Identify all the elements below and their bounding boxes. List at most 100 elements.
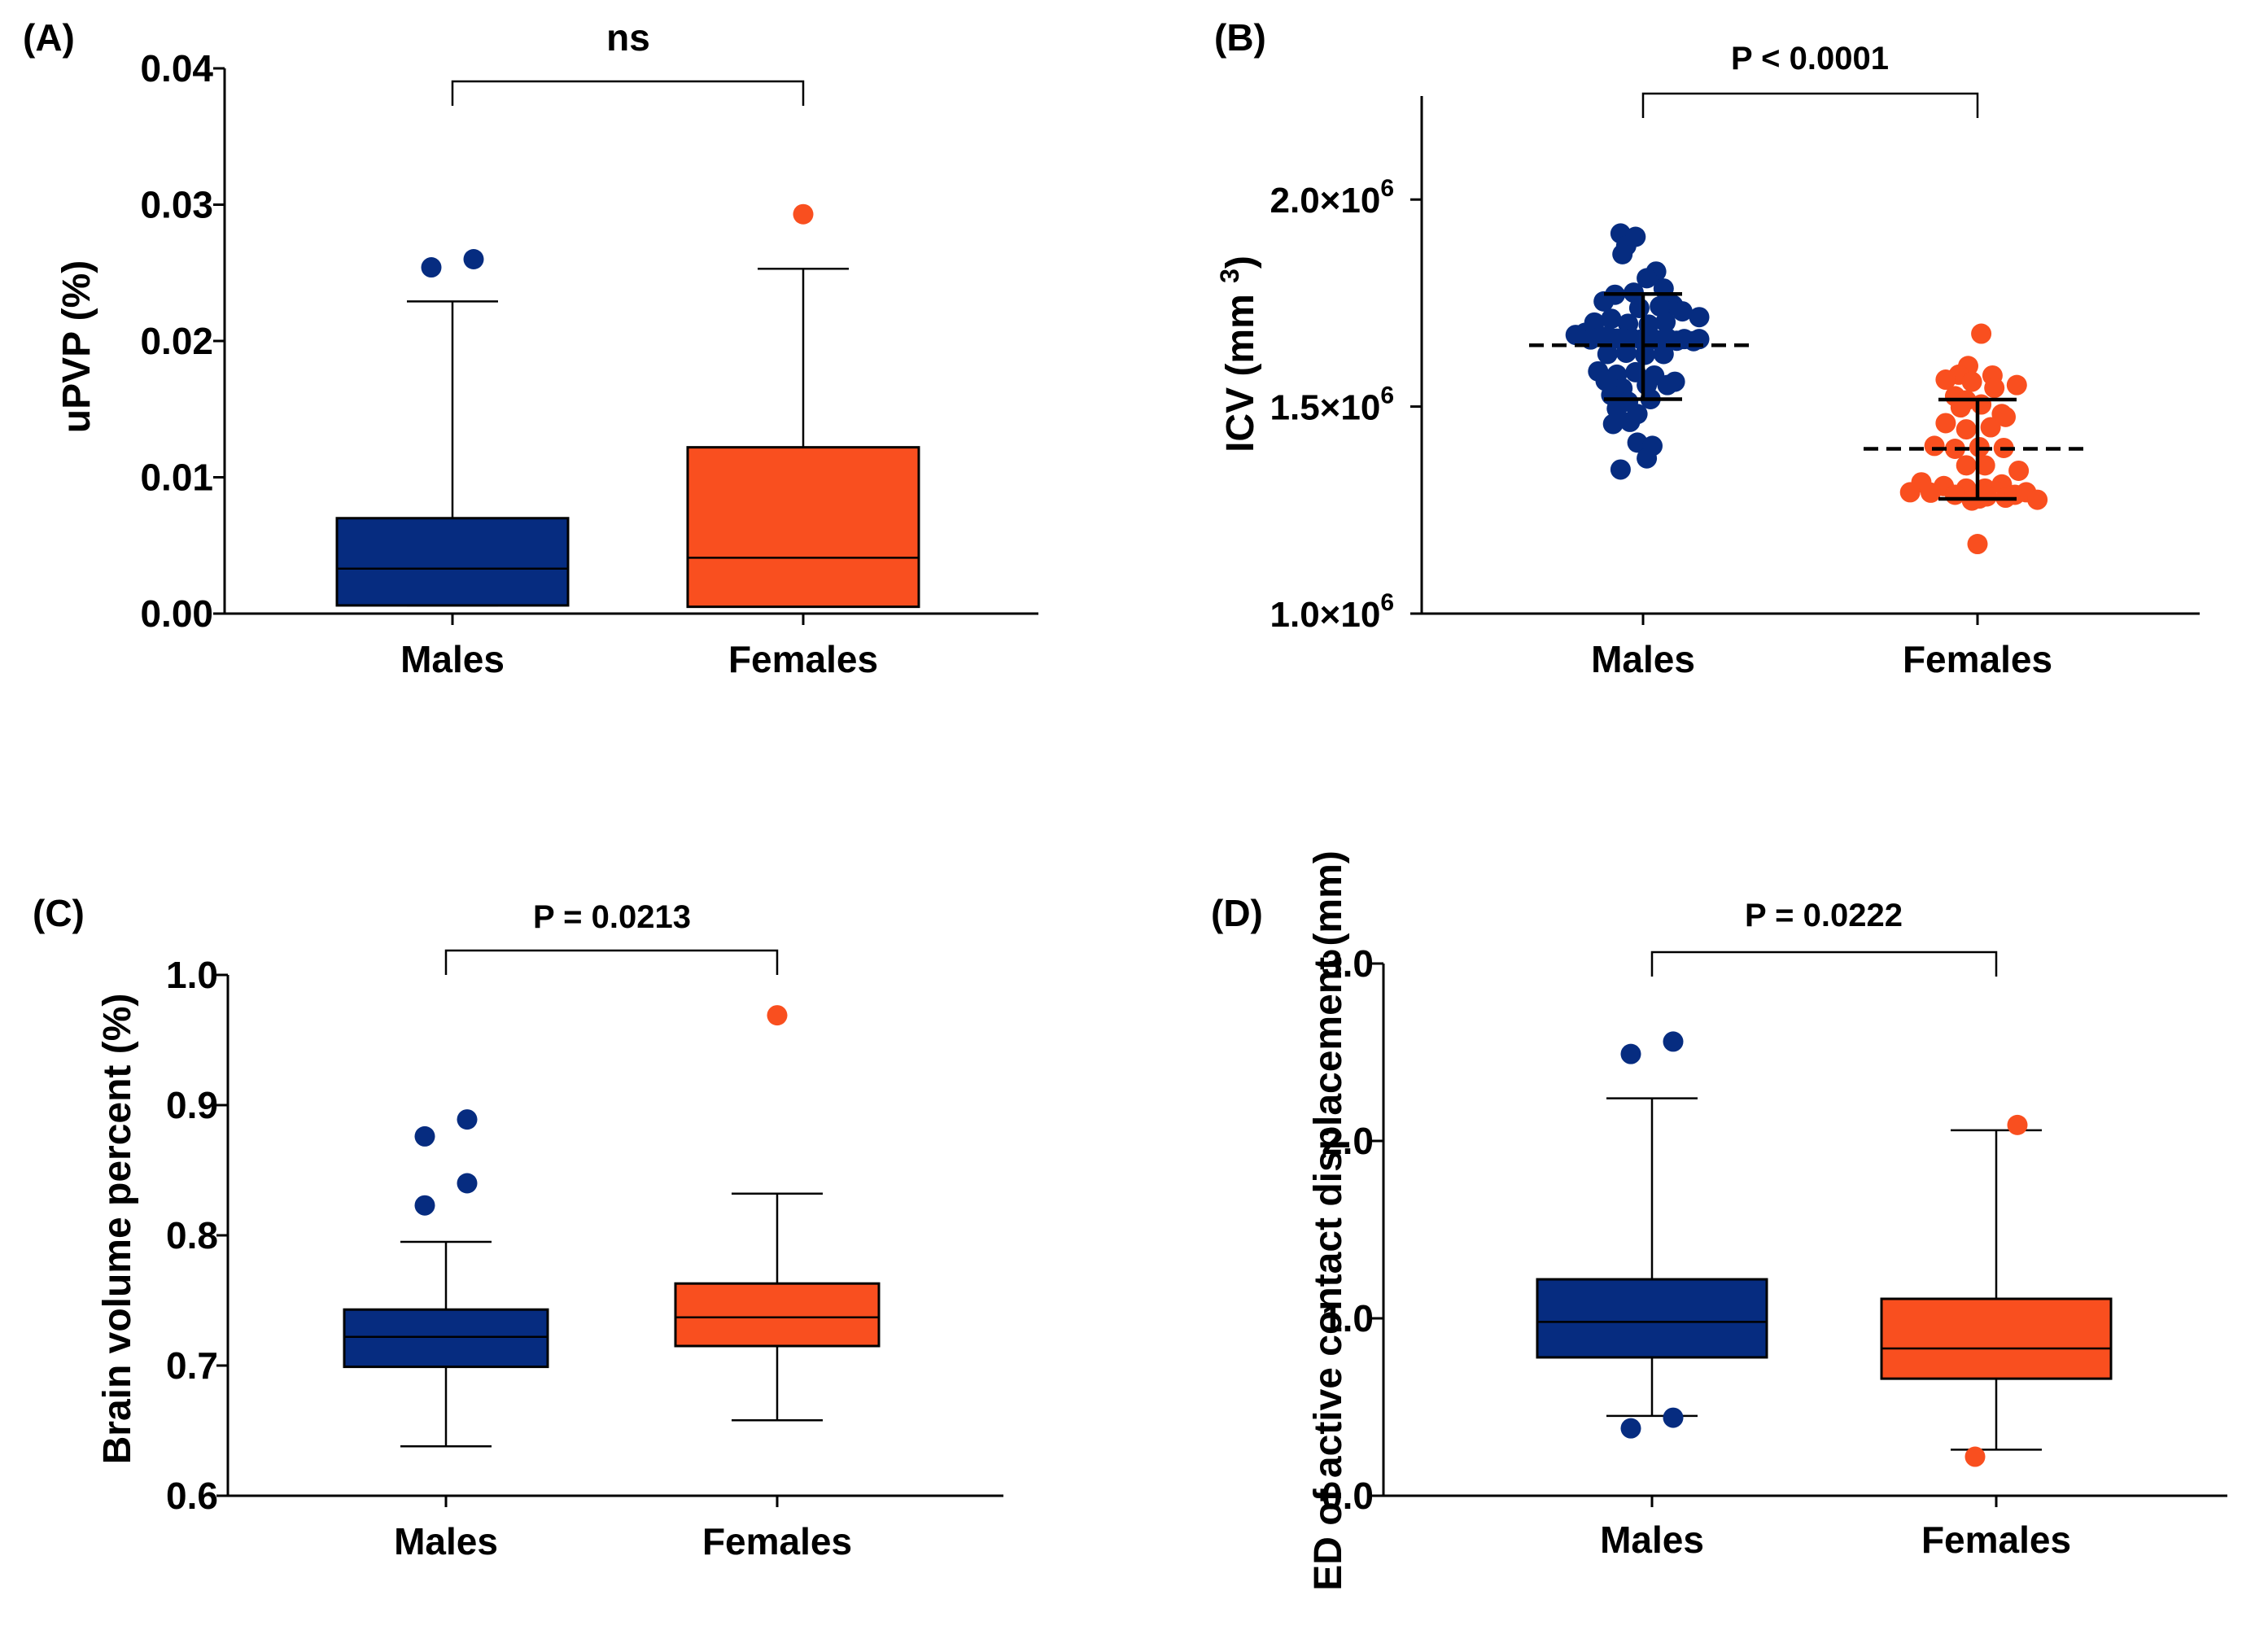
panel-c-xtick-females: Females [702, 1520, 852, 1562]
panel-b: (B) ICV (mm 3) P < 0.0001 Males Females … [1214, 16, 2200, 680]
panel-a-y-axis-label: uPVP (%) [55, 260, 98, 433]
panel-b-y-axis-label: ICV (mm 3) [1215, 256, 1262, 452]
data-point [1637, 448, 1658, 469]
outlier-point [767, 1005, 788, 1026]
data-point [1689, 307, 1710, 328]
outlier-point [1620, 1043, 1641, 1064]
data-point [1995, 406, 2016, 427]
panel-a-plot [223, 68, 1038, 625]
box-iqr [1880, 1297, 2113, 1380]
data-point [2027, 489, 2048, 510]
box-iqr [686, 446, 920, 609]
data-point [1602, 413, 1624, 435]
panel-c-y-axis-label: Brain volume percent (%) [96, 994, 139, 1465]
data-point [1980, 417, 2001, 438]
data-point [1615, 342, 1637, 363]
panel-d-box-females [1880, 1114, 2113, 1467]
panel-b-y-axis-label-end: ) [1219, 256, 1262, 269]
panel-a-y-tick-label: 0.02 [140, 320, 213, 362]
data-point [1921, 482, 1941, 503]
panel-d-xtick-males: Males [1600, 1519, 1704, 1561]
panel-d-plot [1382, 951, 2227, 1507]
panel-c-y-ticks: 0.6 0.7 0.8 0.9 1.0 [166, 954, 228, 1517]
panel-c-y-tick-label: 0.6 [166, 1475, 218, 1517]
outlier-point [414, 1125, 435, 1147]
panel-b-y-axis-label-text: ICV (mm [1219, 294, 1262, 452]
outlier-point [1620, 1418, 1641, 1439]
panel-a-significance-bracket [451, 80, 805, 106]
panel-d-y-axis-label: ED of active contact displacement (mm) [1307, 850, 1350, 1591]
data-point [1597, 343, 1618, 365]
panel-a-box-females [686, 203, 920, 609]
panel-d-significance-bracket [1650, 951, 1998, 977]
box-iqr [674, 1282, 881, 1348]
data-point [1935, 413, 1956, 434]
panel-c-box-females [674, 1005, 881, 1422]
panel-c-box-males [343, 1109, 549, 1448]
panel-b-group-males [1529, 223, 1757, 480]
panel-c-y-tick-label: 0.8 [166, 1214, 218, 1256]
box-iqr [335, 517, 570, 607]
outlier-point [457, 1173, 478, 1194]
panel-c: (C) Brain volume percent (%) P = 0.0213 … [33, 892, 1003, 1562]
outlier-point [1663, 1407, 1684, 1428]
box-iqr [343, 1308, 549, 1369]
data-point [1655, 312, 1676, 333]
data-point [1974, 455, 1995, 476]
panel-b-y-tick-label: 1.0×106 [1270, 589, 1395, 635]
outlier-point [1663, 1031, 1684, 1052]
data-point [1971, 394, 1992, 415]
data-point [1956, 455, 1977, 476]
panel-b-plot [1420, 92, 2200, 625]
panel-c-xtick-males: Males [394, 1520, 498, 1562]
panel-d-y-tick-label: 2.0 [1322, 1120, 1374, 1162]
outlier-point [457, 1109, 478, 1130]
panel-b-y-tick-label: 2.0×106 [1270, 175, 1395, 221]
panel-a-y-tick-label: 0.03 [140, 184, 213, 226]
data-point [2008, 460, 2030, 481]
panel-c-label: (C) [33, 892, 85, 934]
outlier-point [2007, 1114, 2028, 1135]
panel-a-xtick-males: Males [400, 638, 505, 680]
panel-d-y-tick-label: 1.0 [1322, 1297, 1374, 1340]
data-point [1924, 435, 1945, 457]
data-point [1961, 371, 1982, 392]
panel-d-y-ticks: 0.0 1.0 2.0 3.0 [1322, 942, 1383, 1517]
outlier-point [463, 249, 484, 269]
panel-b-xtick-females: Females [1903, 638, 2052, 680]
panel-b-y-axis-label-superscript: 3 [1215, 269, 1244, 283]
data-point [1637, 268, 1658, 289]
panel-c-y-tick-label: 1.0 [166, 954, 218, 996]
panel-b-significance-label: P < 0.0001 [1731, 41, 1889, 76]
panel-d-xtick-females: Females [1921, 1519, 2071, 1561]
data-point [1984, 378, 2005, 399]
data-point [1672, 301, 1693, 322]
panel-d-y-tick-label: 3.0 [1322, 942, 1374, 985]
data-point [1971, 323, 1992, 344]
data-point [1653, 343, 1674, 365]
data-point [1664, 371, 1685, 392]
panel-a-xtick-females: Females [728, 638, 878, 680]
panel-b-label: (B) [1214, 16, 1266, 59]
outlier-point [421, 257, 442, 278]
data-point [1935, 369, 1956, 391]
panel-d-label: (D) [1211, 892, 1263, 934]
data-point [1612, 243, 1633, 264]
data-point [1601, 308, 1622, 330]
panel-b-y-tick-label: 1.5×106 [1270, 382, 1395, 428]
panel-c-y-tick-label: 0.9 [166, 1084, 218, 1126]
data-point [2006, 374, 2027, 396]
panel-c-plot [226, 949, 1003, 1507]
panel-c-significance-bracket [444, 949, 779, 975]
panel-a-y-ticks: 0.00 0.01 0.02 0.03 0.04 [140, 47, 225, 635]
panel-a-significance-label: ns [606, 16, 650, 59]
panel-b-group-females [1864, 323, 2091, 555]
panel-c-significance-label: P = 0.0213 [533, 899, 691, 935]
panel-a: (A) uPVP (%) ns Males Females 0.000.010.… [23, 16, 1038, 680]
data-point [1650, 295, 1671, 317]
panel-c-y-tick-label: 0.7 [166, 1344, 218, 1387]
data-point [1967, 534, 1988, 555]
box-iqr [1536, 1278, 1768, 1359]
panel-a-y-tick-label: 0.04 [140, 47, 213, 90]
